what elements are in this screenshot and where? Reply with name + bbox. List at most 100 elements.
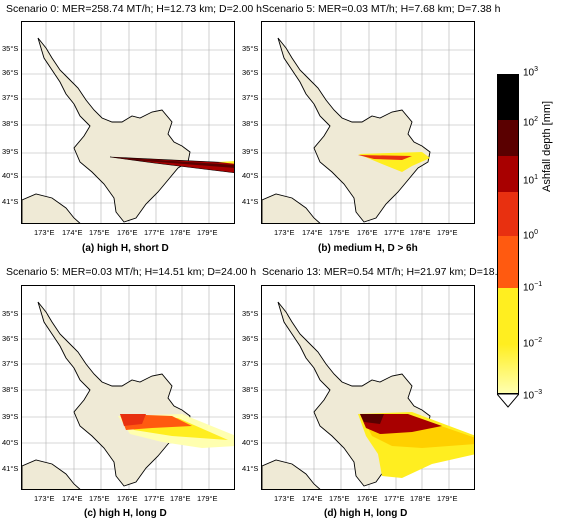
colorbar-segment-2 bbox=[497, 120, 519, 156]
panel-c-ash-plume-core bbox=[120, 414, 146, 426]
panel-a-south-island bbox=[22, 193, 81, 223]
panel-a-lat-label-35: 35°S bbox=[2, 44, 19, 53]
colorbar-segment-4 bbox=[497, 192, 519, 236]
panel-a-ash-plume-core bbox=[110, 157, 234, 168]
panel-a-lat-label-37: 37°S bbox=[2, 93, 19, 102]
panel-d-lat-label-36: 36°S bbox=[242, 334, 259, 343]
panel-a-title: Scenario 0: MER=258.74 MT/h; H=12.73 km;… bbox=[6, 3, 262, 15]
panel-a-caption: (a) high H, short D bbox=[82, 243, 169, 254]
panel-c-title: Scenario 5: MER=0.03 MT/h; H=14.51 km; D… bbox=[6, 266, 257, 278]
panel-b-lat-label-36: 36°S bbox=[242, 68, 259, 77]
panel-a-lat-label-39: 39°S bbox=[2, 147, 19, 156]
panel-a-lon-label-175: 175°E bbox=[89, 228, 110, 237]
panel-c-lat-label-40: 40°S bbox=[2, 438, 19, 447]
panel-d-lat-label-38: 38°S bbox=[242, 385, 259, 394]
panel-b-lon-label-173: 173°E bbox=[274, 228, 295, 237]
colorbar-segment-3 bbox=[497, 156, 519, 192]
panel-c-map bbox=[21, 285, 235, 490]
panel-c-lat-label-39: 39°S bbox=[2, 412, 19, 421]
colorbar-tick-1e-1: 10−1 bbox=[523, 281, 543, 294]
panel-d-ash-plume-core bbox=[360, 414, 384, 424]
panel-b-map bbox=[261, 21, 475, 224]
colorbar-extend-arrow bbox=[497, 394, 519, 408]
panel-b-lat-label-35: 35°S bbox=[242, 44, 259, 53]
panel-b-lon-label-177: 177°E bbox=[384, 228, 405, 237]
panel-b-title: Scenario 5: MER=0.03 MT/h; H=7.68 km; D=… bbox=[262, 3, 501, 15]
panel-d-lon-label-179: 179°E bbox=[437, 494, 458, 503]
panel-c-lon-label-178: 178°E bbox=[170, 494, 191, 503]
panel-d-map-svg bbox=[262, 286, 474, 489]
panel-d-lat-label-40: 40°S bbox=[242, 438, 259, 447]
panel-d-lon-label-173: 173°E bbox=[274, 494, 295, 503]
panel-a-lon-label-179: 179°E bbox=[197, 228, 218, 237]
panel-d-lon-label-176: 176°E bbox=[357, 494, 378, 503]
panel-c-south-island bbox=[22, 459, 81, 489]
panel-d-map bbox=[261, 285, 475, 490]
colorbar-tick-1e1: 101 bbox=[523, 174, 539, 187]
panel-b-gridlines bbox=[262, 22, 474, 223]
panel-d-lat-label-35: 35°S bbox=[242, 309, 259, 318]
panel-b-south-island bbox=[262, 193, 321, 223]
panel-b-caption: (b) medium H, D > 6h bbox=[318, 243, 418, 254]
panel-c-lon-label-176: 176°E bbox=[117, 494, 138, 503]
panel-d-lon-label-178: 178°E bbox=[410, 494, 431, 503]
panel-c-caption: (c) high H, long D bbox=[84, 508, 167, 519]
panel-b-lon-label-174: 174°E bbox=[302, 228, 323, 237]
panel-d-lon-label-174: 174°E bbox=[302, 494, 323, 503]
panel-b-lat-label-41: 41°S bbox=[242, 197, 259, 206]
panel-d-lon-label-175: 175°E bbox=[329, 494, 350, 503]
panel-c-lon-label-179: 179°E bbox=[197, 494, 218, 503]
colorbar-tick-1e3: 103 bbox=[523, 66, 539, 79]
panel-a-lon-label-174: 174°E bbox=[62, 228, 83, 237]
panel-a-lat-label-36: 36°S bbox=[2, 68, 19, 77]
panel-c-lon-label-175: 175°E bbox=[89, 494, 110, 503]
panel-c-lat-label-38: 38°S bbox=[2, 385, 19, 394]
panel-d-lon-label-177: 177°E bbox=[384, 494, 405, 503]
panel-d-lat-label-37: 37°S bbox=[242, 359, 259, 368]
panel-a-lat-label-38: 38°S bbox=[2, 119, 19, 128]
panel-b-ash-plume-core bbox=[358, 155, 412, 160]
colorbar-tick-1e-2: 10−2 bbox=[523, 337, 543, 350]
panel-a-lon-label-176: 176°E bbox=[117, 228, 138, 237]
panel-d-lat-label-39: 39°S bbox=[242, 412, 259, 421]
colorbar-segment-6 bbox=[497, 288, 519, 344]
panel-d-caption: (d) high H, long D bbox=[324, 508, 408, 519]
colorbar-tick-1e2: 102 bbox=[523, 116, 539, 129]
panel-b-lon-label-175: 175°E bbox=[329, 228, 350, 237]
panel-d-title: Scenario 13: MER=0.54 MT/h; H=21.97 km; … bbox=[262, 266, 518, 278]
panel-c-lon-label-174: 174°E bbox=[62, 494, 83, 503]
panel-a-map-svg bbox=[22, 22, 234, 223]
panel-b-north-island bbox=[277, 37, 431, 223]
panel-c-lat-label-37: 37°S bbox=[2, 359, 19, 368]
panel-b-lat-label-39: 39°S bbox=[242, 147, 259, 156]
colorbar-label: Ashfall depth [mm] bbox=[541, 100, 553, 192]
panel-c-lon-label-177: 177°E bbox=[144, 494, 165, 503]
colorbar-segment-5 bbox=[497, 236, 519, 288]
panel-b-lon-label-176: 176°E bbox=[357, 228, 378, 237]
panel-b-lat-label-40: 40°S bbox=[242, 171, 259, 180]
panel-a-lon-label-173: 173°E bbox=[34, 228, 55, 237]
panel-b-map-svg bbox=[262, 22, 474, 223]
panel-d-lat-label-41: 41°S bbox=[242, 464, 259, 473]
colorbar-tick-1e0: 100 bbox=[523, 229, 539, 242]
panel-b-lon-label-179: 179°E bbox=[437, 228, 458, 237]
panel-c-lat-label-36: 36°S bbox=[2, 334, 19, 343]
colorbar-segment-7 bbox=[497, 344, 519, 394]
colorbar-tick-1e-3: 10−3 bbox=[523, 389, 543, 402]
panel-c-lon-label-173: 173°E bbox=[34, 494, 55, 503]
panel-b-lon-label-178: 178°E bbox=[410, 228, 431, 237]
panel-a-ash-plume bbox=[109, 156, 234, 174]
panel-a-lon-label-178: 178°E bbox=[170, 228, 191, 237]
panel-c-lat-label-41: 41°S bbox=[2, 464, 19, 473]
panel-d-south-island bbox=[262, 459, 321, 489]
panel-c-map-svg bbox=[22, 286, 234, 489]
panel-c-lat-label-35: 35°S bbox=[2, 309, 19, 318]
panel-a-map bbox=[21, 21, 235, 224]
panel-a-lat-label-41: 41°S bbox=[2, 197, 19, 206]
panel-a-north-island bbox=[37, 37, 191, 223]
panel-a-lon-label-177: 177°E bbox=[144, 228, 165, 237]
panel-c-north-island bbox=[37, 301, 191, 487]
panel-b-lat-label-37: 37°S bbox=[242, 93, 259, 102]
panel-b-lat-label-38: 38°S bbox=[242, 119, 259, 128]
colorbar-segment-1 bbox=[497, 74, 519, 120]
